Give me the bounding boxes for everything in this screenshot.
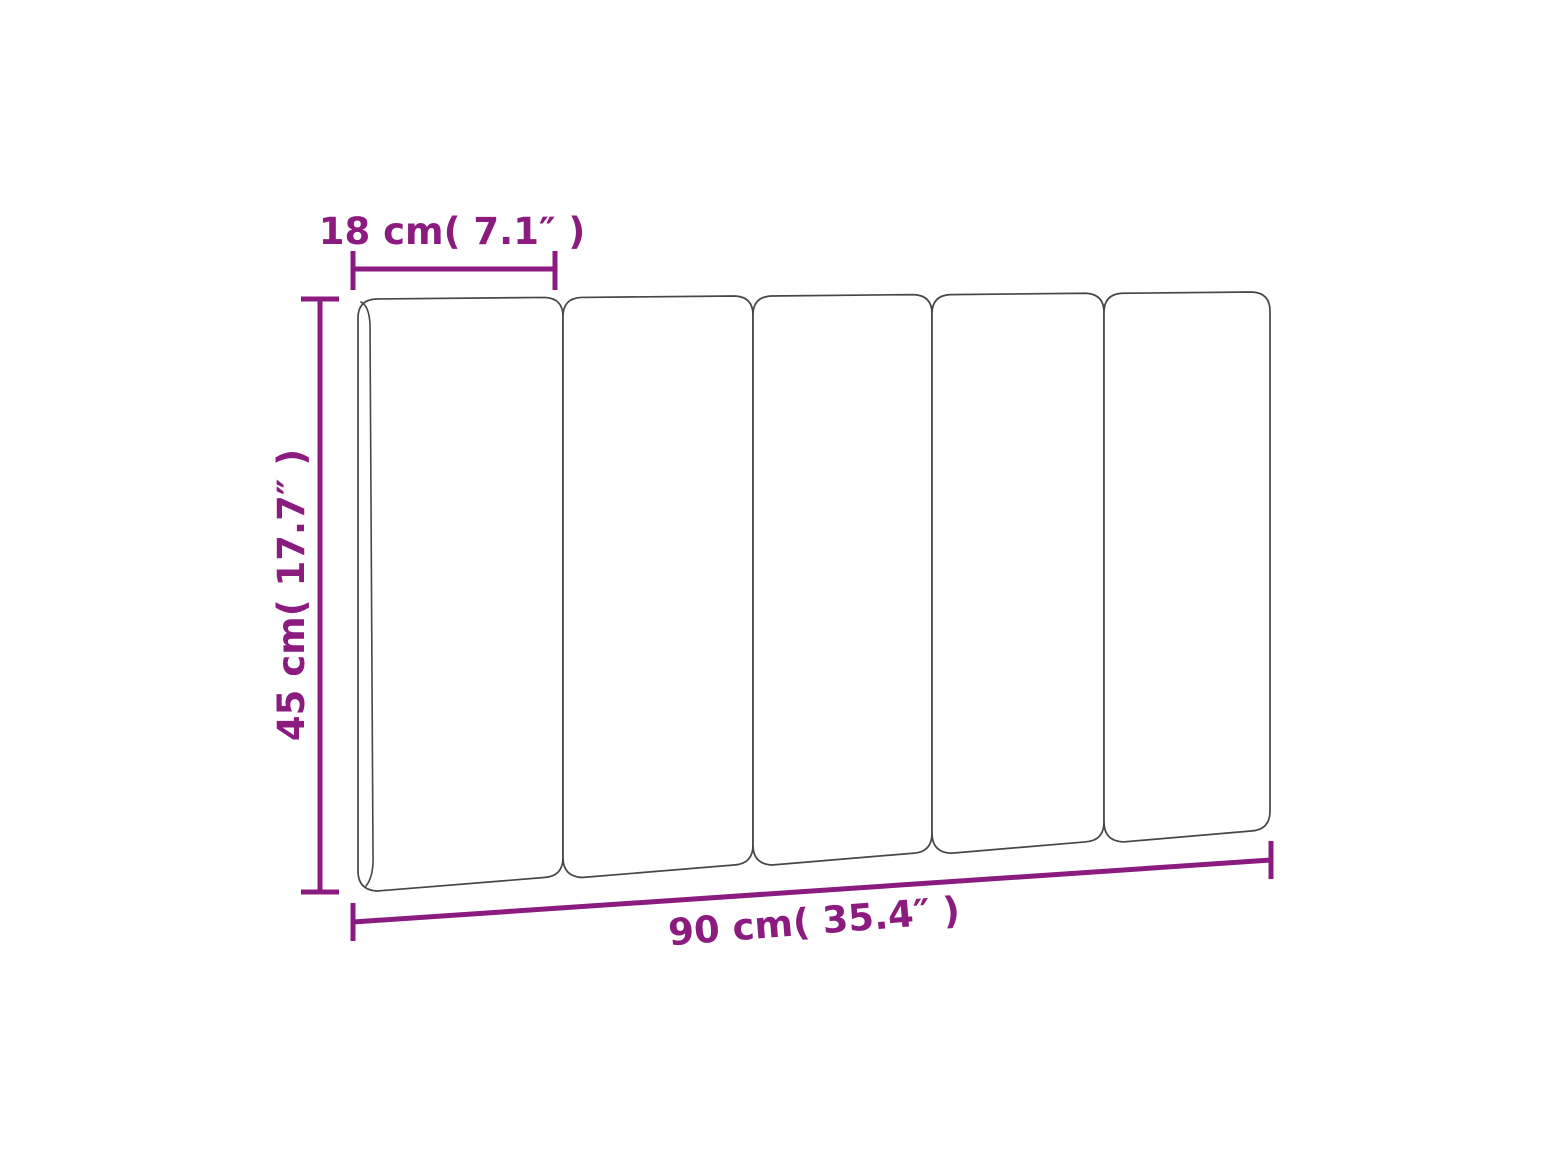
headboard-panel-3 [752, 293, 933, 866]
dimension-label-height: 45 cm( 17.7″ ) [270, 449, 313, 741]
headboard-outline [357, 291, 1271, 892]
headboard-panel-1 [357, 296, 564, 892]
dimension-panel-width: 18 cm( 7.1″ ) [319, 210, 586, 290]
headboard-panel-4 [931, 292, 1105, 855]
dimension-label-panel-width: 18 cm( 7.1″ ) [319, 210, 586, 253]
headboard-panel-5 [1103, 291, 1271, 843]
dimension-height: 45 cm( 17.7″ ) [270, 296, 339, 895]
headboard-left-edge-detail [360, 301, 374, 887]
dimension-line [352, 857, 1272, 925]
headboard-panel-2 [562, 295, 754, 879]
